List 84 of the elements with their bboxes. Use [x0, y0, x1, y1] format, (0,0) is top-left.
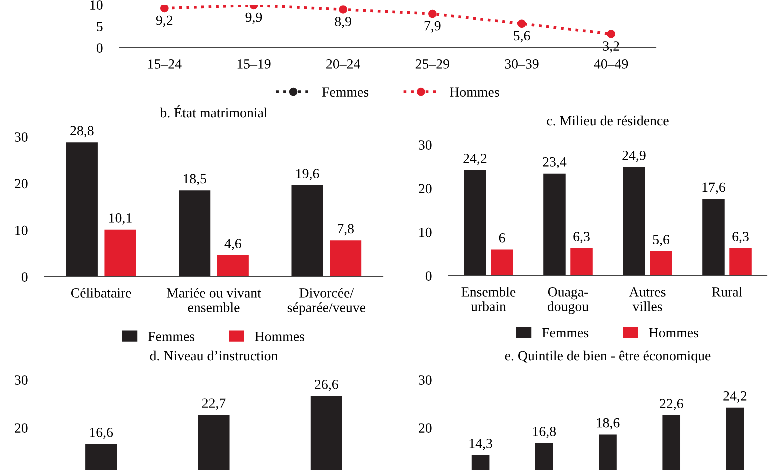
- x-tick-label: Divorcée/ séparée/veuve: [288, 288, 366, 316]
- data-label: 10,1: [110, 214, 132, 225]
- data-label: 6: [499, 233, 506, 243]
- bar: [217, 256, 249, 277]
- data-label: 7,9: [424, 21, 441, 33]
- data-label: 18,5: [184, 174, 206, 186]
- x-tick-label: 15–24: [148, 60, 182, 69]
- data-label: 9,9: [246, 12, 262, 24]
- data-label: 26,6: [315, 380, 338, 392]
- bar: [66, 142, 98, 277]
- bar: [623, 167, 646, 276]
- x-tick-label: Célibataire: [71, 288, 132, 298]
- bar: [544, 174, 566, 276]
- x-tick-label: 25–29: [416, 60, 450, 69]
- x-tick-label: Rural: [712, 287, 742, 297]
- y-tick-label: 20: [15, 179, 28, 189]
- bar: [104, 230, 136, 277]
- y-tick-label: 10: [90, 0, 103, 10]
- y-tick-label: 5: [97, 22, 103, 32]
- data-label: 16,6: [90, 428, 114, 440]
- data-label: 14,3: [470, 439, 492, 450]
- bar: [464, 170, 486, 276]
- chart-title: e. Quintile de bien - être économique: [505, 350, 711, 364]
- y-tick-label: 20: [15, 424, 28, 433]
- data-label: 6,3: [574, 232, 590, 244]
- x-tick-label: 30–39: [505, 60, 539, 69]
- data-label: 19,6: [296, 169, 320, 181]
- x-tick-label: Mariée ou vivant ensemble: [166, 288, 262, 312]
- y-tick-label: 20: [419, 424, 432, 433]
- chart-title: b. État matrimonial: [160, 106, 268, 118]
- bar: [730, 248, 752, 276]
- y-tick-label: 30: [15, 132, 28, 142]
- x-tick-label: Autres villes: [629, 288, 666, 312]
- data-label: 23,4: [543, 158, 567, 169]
- legend-label: Femmes: [322, 88, 369, 98]
- x-tick-label: Ensemble urbain: [462, 287, 516, 312]
- data-label: 17,6: [702, 182, 726, 194]
- bar: [179, 190, 211, 277]
- data-label: 5,6: [514, 31, 530, 43]
- y-tick-label: 30: [15, 376, 28, 385]
- data-label: 24,9: [622, 150, 646, 162]
- bar: [330, 240, 362, 277]
- bar: [292, 186, 324, 277]
- point: [160, 5, 169, 13]
- data-label: 22,7: [202, 398, 226, 410]
- bar: [650, 252, 672, 276]
- data-label: 18,6: [597, 418, 620, 430]
- legend-label: Hommes: [450, 88, 500, 98]
- data-label: 16,8: [533, 427, 556, 438]
- x-tick-label: 20–24: [326, 60, 360, 69]
- x-tick-label: Ouaga- dougou: [548, 288, 589, 314]
- y-tick-label: 10: [420, 228, 432, 238]
- legend-label: Hommes: [649, 328, 698, 338]
- bar: [570, 248, 593, 276]
- chart-title: d. Niveau d’instruction: [150, 350, 278, 361]
- y-tick-label: 0: [22, 272, 28, 282]
- y-tick-label: 30: [419, 376, 432, 385]
- data-label: 5,6: [653, 235, 670, 247]
- data-label: 8,9: [335, 17, 352, 28]
- legend-label: Hommes: [255, 332, 304, 342]
- x-tick-label: 15–19: [238, 60, 271, 69]
- y-tick-label: 10: [16, 226, 28, 236]
- x-tick-label: 40–49: [594, 60, 628, 69]
- data-label: 9,2: [156, 16, 173, 28]
- point: [518, 20, 526, 28]
- y-tick-label: 20: [419, 184, 432, 194]
- bar: [702, 199, 725, 276]
- y-tick-label: 0: [96, 44, 103, 53]
- data-label: 6,3: [732, 232, 749, 244]
- y-tick-label: 0: [426, 272, 432, 281]
- y-tick-label: 30: [419, 140, 432, 150]
- point: [428, 10, 437, 18]
- chart-title: c. Milieu de résidence: [547, 116, 669, 126]
- data-label: 24,2: [724, 392, 747, 403]
- data-label: 7,8: [338, 224, 354, 236]
- legend-label: Femmes: [542, 328, 589, 338]
- data-label: 22,6: [660, 399, 684, 411]
- data-label: 4,6: [224, 239, 242, 251]
- data-label: 28,8: [70, 126, 94, 138]
- point: [339, 6, 348, 14]
- bar: [491, 250, 514, 276]
- data-label: 24,2: [464, 154, 487, 166]
- legend-label: Femmes: [148, 332, 195, 342]
- point: [607, 30, 616, 38]
